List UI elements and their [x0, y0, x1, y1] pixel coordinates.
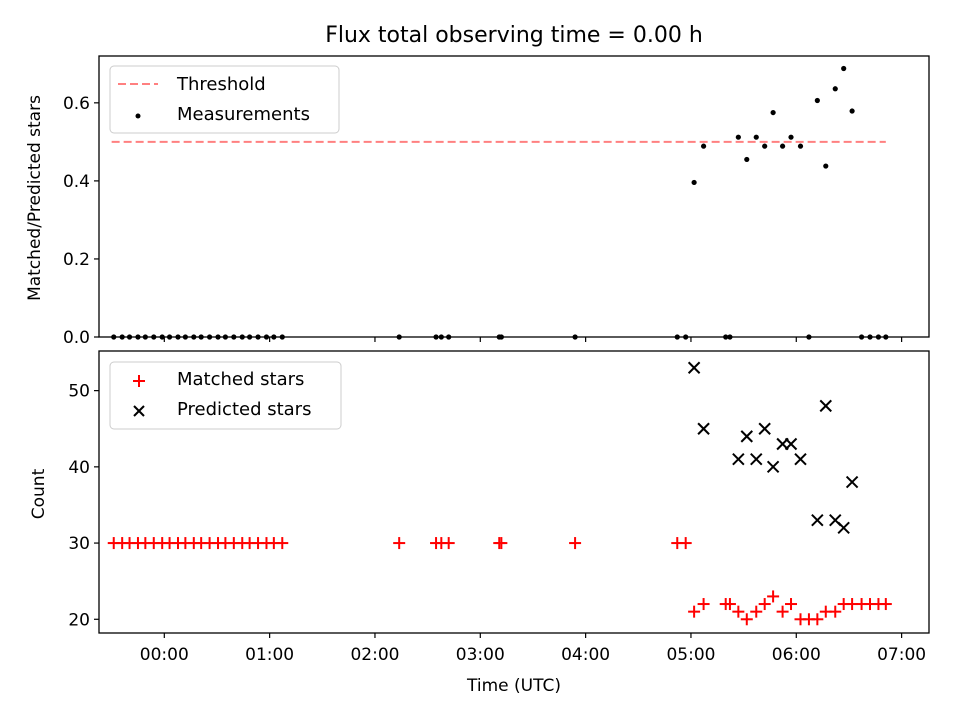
bottom-y-tick-label: 30 — [68, 534, 90, 554]
matched-star-marker — [723, 598, 736, 611]
matched-star-marker — [767, 590, 780, 603]
predicted-marker-b — [732, 453, 745, 466]
top-y-tick-label: 0.2 — [63, 250, 90, 270]
predicted-star-marker — [766, 460, 780, 474]
bottom-x-tick-label: 05:00 — [666, 645, 715, 665]
bottom-y-tick-label: 50 — [68, 382, 90, 402]
matched-star-marker — [776, 605, 789, 618]
matched-star-marker — [740, 613, 753, 626]
top-axes-frame — [98, 55, 930, 338]
predicted-star-marker — [750, 453, 763, 466]
matched-star-marker — [393, 537, 406, 550]
bottom-x-tick-label: 01:00 — [245, 645, 294, 665]
predicted-marker-b — [845, 475, 859, 489]
matched-star-marker — [758, 598, 771, 611]
predicted-star-marker — [811, 513, 824, 527]
matched-star-marker — [879, 598, 892, 611]
measurement-point — [814, 97, 820, 104]
matched-star-marker — [697, 598, 710, 611]
top-legend-measurements-label: Measurements — [177, 104, 310, 125]
predicted-star-marker — [819, 399, 832, 413]
measurement-point — [700, 143, 707, 149]
predicted-marker-b — [750, 453, 763, 466]
measurement-point — [779, 143, 786, 149]
predicted-marker-b — [687, 361, 701, 374]
bottom-x-tick-label: 07:00 — [877, 645, 926, 665]
measurement-point — [753, 134, 759, 140]
matched-star-marker — [679, 537, 692, 550]
matched-star-marker — [276, 537, 289, 550]
bottom-x-tick-label: 06:00 — [772, 645, 821, 665]
bottom-x-tick-label: 03:00 — [456, 645, 505, 665]
measurement-point — [770, 109, 776, 116]
top-chart-title: Flux total observing time = 0.00 h — [325, 23, 703, 48]
predicted-star-marker — [758, 422, 771, 435]
predicted-marker-b — [758, 422, 771, 435]
bottom-legend-predicted-label: Predicted stars — [177, 399, 311, 420]
matched-star-marker — [688, 605, 701, 618]
bottom-legend-matched-swatch — [133, 375, 145, 387]
bottom-x-axis-label: Time (UTC) — [466, 676, 561, 696]
predicted-marker-b — [784, 437, 798, 451]
top-legend-box — [109, 65, 340, 134]
measurement-point — [762, 143, 768, 149]
predicted-star-marker — [687, 361, 701, 374]
bottom-legend: Matched stars Predicted stars — [109, 361, 342, 430]
matched-star-marker — [569, 537, 582, 550]
measurement-point — [841, 65, 847, 72]
matched-star-marker — [732, 605, 745, 618]
bottom-y-tick-label: 40 — [68, 458, 90, 478]
predicted-star-marker — [794, 453, 807, 466]
bottom-legend-predicted-swatch — [133, 405, 145, 417]
predicted-star-marker — [784, 437, 798, 451]
top-plot-area: 0.0 0.2 0.4 0.6 — [63, 65, 903, 348]
bottom-x-tick-label: 00:00 — [140, 645, 189, 665]
predicted-star-marker — [732, 453, 745, 466]
predicted-marker-b — [766, 460, 780, 474]
bottom-y-tick-label: 20 — [68, 610, 90, 630]
bottom-x-tick-label: 02:00 — [350, 645, 399, 665]
matched-star-marker — [829, 605, 842, 618]
predicted-marker-b — [794, 453, 807, 466]
measurement-point — [832, 86, 838, 92]
matched-star-marker — [811, 613, 824, 626]
predicted-marker-b — [811, 513, 824, 527]
measurement-point — [849, 108, 855, 114]
bottom-x-tick-label: 04:00 — [561, 645, 610, 665]
matched-star-marker — [442, 537, 455, 550]
measurement-point — [788, 134, 794, 140]
top-legend-threshold-label: Threshold — [176, 74, 266, 95]
matched-star-marker — [785, 598, 798, 611]
top-y-tick-label: 0.0 — [63, 328, 90, 348]
bottom-axes-frame — [98, 350, 930, 634]
measurement-point — [691, 179, 697, 186]
measurement-point — [797, 143, 804, 149]
measurement-point — [823, 163, 829, 169]
predicted-marker-b — [829, 513, 842, 527]
matched-star-marker — [495, 537, 508, 550]
matched-star-marker — [750, 605, 763, 618]
top-legend-measurements-swatch — [135, 113, 141, 119]
measurement-point — [735, 134, 741, 140]
bottom-legend-box — [109, 361, 342, 430]
predicted-marker-b — [837, 521, 850, 535]
measurement-point — [744, 156, 750, 163]
predicted-star-marker — [740, 430, 753, 443]
bottom-plot-area: 20 30 40 50 00:00 01:00 02:00 03:00 04:00 05:00 06… — [68, 361, 926, 665]
top-y-tick-label: 0.6 — [63, 94, 90, 114]
top-legend: Threshold Measurements — [109, 65, 340, 134]
predicted-marker-b — [819, 399, 832, 413]
predicted-star-marker — [837, 521, 850, 535]
predicted-star-marker — [845, 475, 859, 489]
top-y-axis-label: Matched/Predicted stars — [25, 95, 45, 301]
top-y-tick-label: 0.4 — [63, 172, 90, 192]
predicted-marker-b — [740, 430, 753, 443]
bottom-legend-matched-label: Matched stars — [177, 369, 304, 390]
bottom-y-axis-label: Count — [29, 468, 49, 519]
predicted-star-marker — [697, 422, 710, 435]
predicted-marker-b — [697, 422, 710, 435]
